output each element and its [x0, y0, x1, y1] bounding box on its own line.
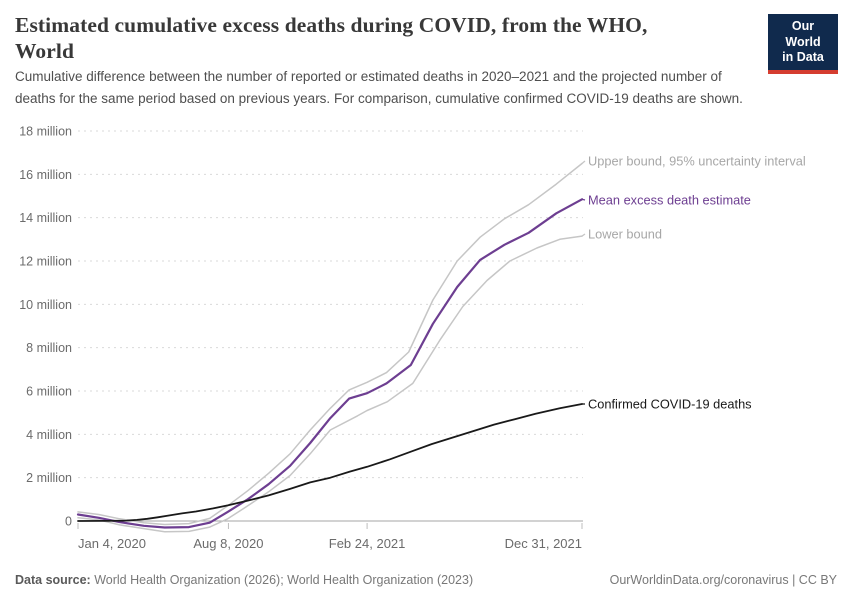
upper-bound-label: Upper bound, 95% uncertainty interval — [588, 154, 806, 169]
mean-excess-deaths-line — [76, 198, 584, 529]
x-tick-label: Aug 8, 2020 — [193, 536, 263, 551]
title-line-1: Estimated cumulative excess deaths durin… — [15, 13, 648, 37]
license-link[interactable]: OurWorldinData.org/coronavirus | CC BY — [609, 573, 837, 587]
chart-footer: Data source: World Health Organization (… — [15, 573, 837, 587]
subtitle-line-2: deaths for the same period based on prev… — [15, 90, 743, 106]
y-tick-label: 0 — [65, 515, 72, 529]
upper-bound-label-leader — [581, 160, 586, 164]
x-tick-label: Jan 4, 2020 — [78, 536, 146, 551]
title-line-2: World — [15, 39, 75, 64]
y-tick-label: 18 million — [19, 125, 72, 139]
confirmed-covid-deaths-label: Confirmed COVID-19 deaths — [588, 397, 752, 412]
data-source: Data source: World Health Organization (… — [15, 573, 473, 587]
confirmed-covid-deaths-line — [77, 403, 583, 522]
owid-logo-line-2: in Data — [782, 50, 824, 65]
mean-excess-deaths-label-leader — [581, 198, 586, 201]
subtitle-line-1: Cumulative difference between the number… — [15, 69, 722, 84]
y-tick-label: 4 million — [26, 428, 72, 442]
y-tick-label: 16 million — [19, 168, 72, 182]
lower-bound-label-leader — [581, 233, 586, 237]
x-tick-label: Feb 24, 2021 — [329, 536, 406, 551]
y-tick-label: 10 million — [19, 298, 72, 312]
upper-bound-line — [77, 162, 583, 526]
y-tick-label: 8 million — [26, 341, 72, 355]
page-title: Estimated cumulative excess deaths durin… — [15, 12, 755, 64]
data-source-text: World Health Organization (2026); World … — [94, 573, 474, 587]
chart-subtitle: Cumulative difference between the number… — [15, 66, 839, 110]
owid-logo: Our World in Data — [768, 14, 838, 74]
data-source-label: Data source: — [15, 573, 91, 587]
y-tick-label: 6 million — [26, 385, 72, 399]
y-tick-label: 14 million — [19, 211, 72, 225]
lower-bound-label: Lower bound — [588, 227, 662, 242]
mean-excess-deaths-label: Mean excess death estimate — [588, 193, 751, 208]
y-tick-label: 12 million — [19, 255, 72, 269]
lower-bound-line — [77, 235, 583, 533]
x-tick-label: Dec 31, 2021 — [505, 536, 582, 551]
y-tick-label: 2 million — [26, 471, 72, 485]
owid-logo-line-1: Our World — [785, 19, 821, 49]
